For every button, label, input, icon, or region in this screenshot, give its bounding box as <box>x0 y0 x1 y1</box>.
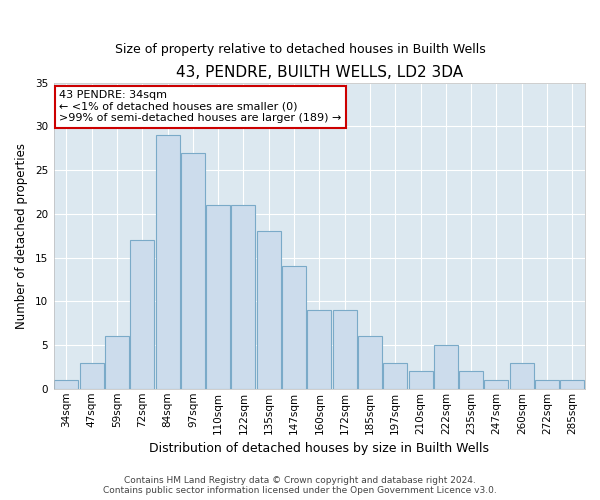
Bar <box>55 380 79 389</box>
Bar <box>535 380 559 389</box>
Bar <box>80 362 104 389</box>
Bar <box>510 362 534 389</box>
Text: Size of property relative to detached houses in Builth Wells: Size of property relative to detached ho… <box>115 42 485 56</box>
Bar <box>155 135 179 389</box>
Bar <box>130 240 154 389</box>
Bar <box>434 345 458 389</box>
Bar <box>560 380 584 389</box>
Bar <box>332 310 356 389</box>
Bar <box>383 362 407 389</box>
Text: 43 PENDRE: 34sqm
← <1% of detached houses are smaller (0)
>99% of semi-detached : 43 PENDRE: 34sqm ← <1% of detached house… <box>59 90 341 124</box>
Text: Contains HM Land Registry data © Crown copyright and database right 2024.
Contai: Contains HM Land Registry data © Crown c… <box>103 476 497 495</box>
Bar <box>409 372 433 389</box>
Bar <box>282 266 306 389</box>
Bar <box>257 232 281 389</box>
Bar <box>232 205 256 389</box>
Y-axis label: Number of detached properties: Number of detached properties <box>15 142 28 328</box>
Bar <box>307 310 331 389</box>
X-axis label: Distribution of detached houses by size in Builth Wells: Distribution of detached houses by size … <box>149 442 490 455</box>
Bar <box>459 372 483 389</box>
Bar <box>484 380 508 389</box>
Bar <box>358 336 382 389</box>
Bar <box>206 205 230 389</box>
Title: 43, PENDRE, BUILTH WELLS, LD2 3DA: 43, PENDRE, BUILTH WELLS, LD2 3DA <box>176 65 463 80</box>
Bar <box>181 152 205 389</box>
Bar <box>105 336 129 389</box>
